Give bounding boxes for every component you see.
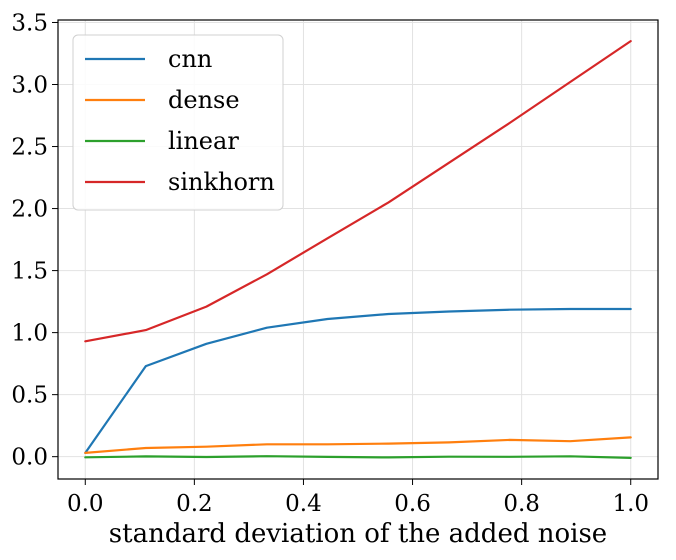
series-line-dense [84, 436, 632, 454]
y-tick-label: 2.0 [11, 197, 48, 223]
x-tick-label: 0.0 [67, 491, 104, 517]
legend-label-dense: dense [168, 86, 240, 114]
x-tick-label: 0.8 [503, 491, 540, 517]
y-tick-label: 2.5 [11, 135, 48, 161]
legend-box [72, 34, 284, 211]
y-tick-label: 0.5 [11, 383, 48, 409]
plot-frame [57, 19, 659, 480]
legend-label-cnn: cnn [168, 45, 212, 73]
legend-label-sinkhorn: sinkhorn [168, 168, 275, 196]
series-lines [84, 39, 632, 459]
y-tick-label: 3.0 [11, 73, 48, 99]
series-line-cnn [84, 307, 632, 454]
x-tick-label: 0.6 [394, 491, 431, 517]
legend: cnn dense linear sinkhorn [72, 34, 284, 211]
y-tick-label: 3.5 [11, 10, 48, 36]
y-tick-label: 1.0 [11, 321, 48, 347]
axis-ticks: 0.0 0.2 0.4 0.6 0.8 1.0 0.0 0.5 1.0 1.5 2.0 2.5 3.0 3… [11, 10, 649, 517]
legend-label-linear: linear [168, 127, 239, 155]
x-tick-label: 1.0 [612, 491, 649, 517]
x-tick-label: 0.2 [176, 491, 213, 517]
series-line-sinkhorn [84, 39, 632, 343]
y-tick-label: 1.5 [11, 259, 48, 285]
x-tick-label: 0.4 [285, 491, 322, 517]
series-line-linear [84, 455, 632, 459]
x-axis-label: standard deviation of the added noise [109, 519, 607, 549]
y-tick-label: 0.0 [11, 445, 48, 471]
